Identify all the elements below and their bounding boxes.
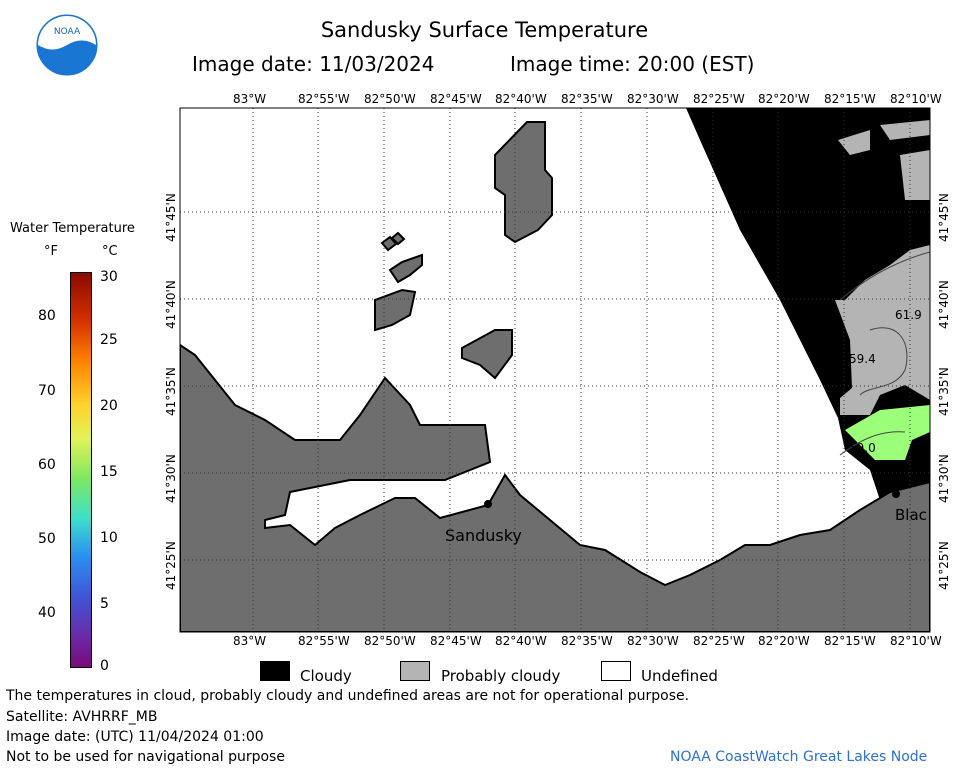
latitude-tick-right: 41°30'N [937,454,951,503]
noaa-logo-text: NOAA [54,27,81,37]
longitude-tick-top: 83°W [233,92,267,106]
footer-credit: NOAA CoastWatch Great Lakes Node [670,749,928,765]
legend-label-probably-cloudy: Probably cloudy [441,667,561,685]
probably-cloudy-area [838,130,870,155]
colorbar-f-tick: 60 [38,457,56,473]
island [374,288,417,332]
island [388,253,423,284]
isotherm [839,431,906,456]
island [494,121,553,244]
colorbar-c-tick: 10 [100,530,118,546]
longitude-tick-top: 82°25'W [693,92,745,106]
isotherm [859,327,908,396]
legend-label-undefined: Undefined [641,667,718,685]
colorbar-c-tick: 20 [100,398,118,414]
longitude-tick-top: 82°35'W [561,92,613,106]
latitude-tick-left: 41°25'N [164,541,178,590]
colorbar-f-tick: 40 [38,605,56,621]
legend-swatch-undefined [601,661,631,681]
city-label-blac: Blac [895,506,927,524]
temp-label: 59.7 [849,265,876,279]
city-label-sandusky: Sandusky [445,526,522,545]
longitude-tick-bottom: 82°10'W [890,634,942,648]
longitude-tick-bottom: 82°20'W [758,634,810,648]
longitude-tick-bottom: 82°35'W [561,634,613,648]
longitude-tick-bottom: 83°W [233,634,267,648]
colorbar-c-tick: 0 [100,658,109,674]
footer-utc-date: Image date: (UTC) 11/04/2024 01:00 [6,729,264,745]
probably-cloudy-area [835,245,930,415]
footer-nav-warning: Not to be used for navigational purpose [6,749,285,765]
colorbar-c-tick: 25 [100,332,118,348]
temp-label: 59.4 [849,352,876,366]
footer-satellite: Satellite: AVHRRF_MB [6,709,158,725]
latitude-tick-left: 41°35'N [164,367,178,416]
noaa-logo: NOAA [35,13,99,77]
longitude-tick-bottom: 82°40'W [495,634,547,648]
island [380,235,398,252]
longitude-tick-bottom: 82°30'W [627,634,679,648]
latitude-tick-right: 41°25'N [937,541,951,590]
latitude-tick-right: 41°40'N [937,280,951,329]
probably-cloudy-area [900,150,930,200]
image-time: Image time: 20:00 (EST) [510,52,755,76]
latitude-tick-right: 41°35'N [937,367,951,416]
legend-label-cloudy: Cloudy [300,667,352,685]
longitude-tick-bottom: 82°15'W [824,634,876,648]
longitude-tick-top: 82°10'W [890,92,942,106]
colorbar-unit-c: °C [102,244,118,259]
colorbar-unit-f: °F [44,244,58,259]
longitude-tick-top: 82°30'W [627,92,679,106]
latitude-tick-left: 41°30'N [164,454,178,503]
legend-swatch-probably-cloudy [400,661,430,681]
colorbar-c-tick: 15 [100,464,118,480]
legend-swatch-cloudy [260,661,290,681]
footer-disclaimer: The temperatures in cloud, probably clou… [6,688,690,704]
longitude-tick-top: 82°20'W [758,92,810,106]
colorbar-f-tick: 80 [38,308,56,324]
longitude-tick-bottom: 82°45'W [430,634,482,648]
longitude-tick-bottom: 82°50'W [364,634,416,648]
longitude-tick-top: 82°50'W [364,92,416,106]
island [461,329,513,380]
land-mainland [180,343,930,632]
colorbar-f-tick: 50 [38,531,56,547]
colorbar [70,272,92,668]
colorbar-c-tick: 30 [100,269,118,285]
longitude-tick-top: 82°45'W [430,92,482,106]
temperature-map: 59.7 61.9 59.4 59.0 Sandusky Blac [179,107,931,633]
colorbar-c-tick: 5 [100,596,109,612]
longitude-tick-top: 82°40'W [495,92,547,106]
latitude-tick-left: 41°40'N [164,280,178,329]
graticule [180,108,930,632]
latitude-tick-left: 41°45'N [164,193,178,242]
colorbar-title: Water Temperature [10,221,135,236]
page-title: Sandusky Surface Temperature [320,18,649,42]
longitude-tick-bottom: 82°55'W [298,634,350,648]
island [390,231,406,246]
temp-label: 59.0 [849,441,876,455]
image-date: Image date: 11/03/2024 [192,52,435,76]
longitude-tick-bottom: 82°25'W [693,634,745,648]
longitude-tick-top: 82°55'W [298,92,350,106]
city-marker-blac [892,490,900,498]
map-frame [179,107,931,633]
latitude-tick-right: 41°45'N [937,193,951,242]
longitude-tick-top: 82°15'W [824,92,876,106]
temp-label: 61.9 [895,308,922,322]
probably-cloudy-area [880,120,930,140]
city-marker-sandusky [484,500,492,508]
isotherm [839,251,930,301]
colorbar-f-tick: 70 [38,383,56,399]
